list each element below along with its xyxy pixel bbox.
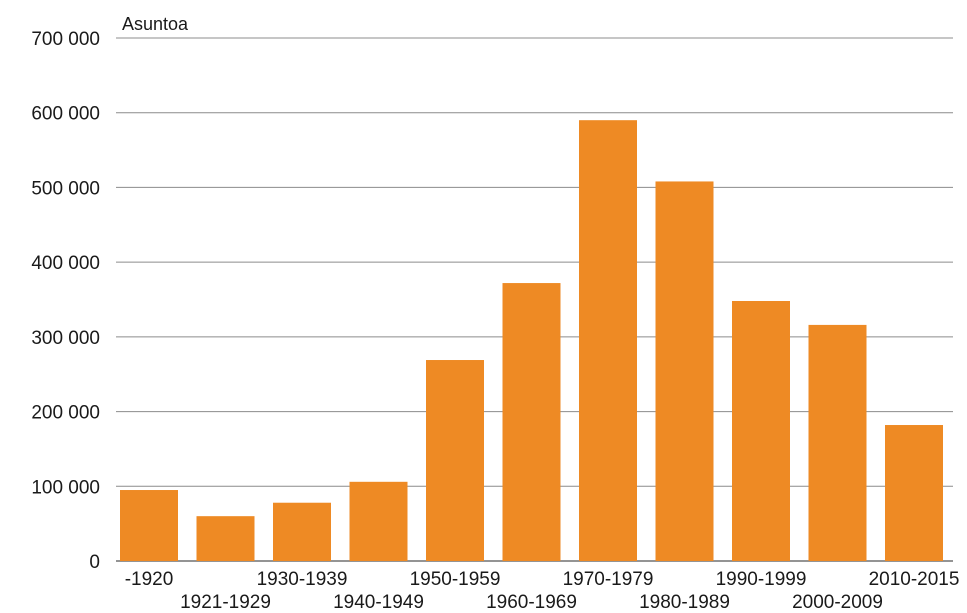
bar-1970-1979[interactable] [579, 120, 637, 561]
y-tick-label: 0 [89, 552, 100, 573]
y-axis-ticks: 0 100 000 200 000 300 000 400 000 500 000 600 … [31, 29, 100, 573]
x-tick-label: 2010-2015 [869, 569, 960, 590]
bar-2010-2015[interactable] [885, 425, 943, 561]
x-tick-label: 1940-1949 [333, 592, 424, 613]
y-tick-label: 600 000 [31, 104, 100, 125]
x-tick-label: 1990-1999 [716, 569, 807, 590]
x-tick-label: 1950-1959 [410, 569, 501, 590]
bar-1980-1989[interactable] [655, 181, 714, 562]
bar-1940-1949[interactable] [349, 481, 408, 561]
y-tick-label: 300 000 [31, 328, 100, 349]
bar-to-1920[interactable] [120, 490, 178, 561]
x-tick-label: 1960-1969 [486, 592, 577, 613]
bar-1921-1929[interactable] [196, 516, 255, 561]
x-tick-label: 2000-2009 [792, 592, 883, 613]
y-tick-label: 400 000 [31, 253, 100, 274]
bar-1990-1999[interactable] [732, 300, 790, 561]
y-tick-label: 700 000 [31, 29, 100, 50]
bar-1960-1969[interactable] [502, 283, 561, 561]
bar-2000-2009[interactable] [808, 324, 867, 561]
bar-layer [120, 120, 943, 562]
y-axis-unit-label: Asuntoa [122, 14, 189, 34]
x-tick-label: -1920 [125, 569, 174, 590]
y-tick-label: 100 000 [31, 477, 100, 498]
bar-1930-1939[interactable] [273, 502, 331, 561]
y-tick-label: 200 000 [31, 403, 100, 424]
x-axis-ticks: -1920 1921-19291930-19391940-19491950-195… [125, 569, 960, 613]
bar-1950-1959[interactable] [426, 360, 484, 561]
x-tick-label: 1980-1989 [639, 592, 730, 613]
y-tick-label: 500 000 [31, 178, 100, 199]
x-tick-label: 1970-1979 [563, 569, 654, 590]
x-tick-label: 1921-1929 [180, 592, 271, 613]
x-tick-label: 1930-1939 [257, 569, 348, 590]
